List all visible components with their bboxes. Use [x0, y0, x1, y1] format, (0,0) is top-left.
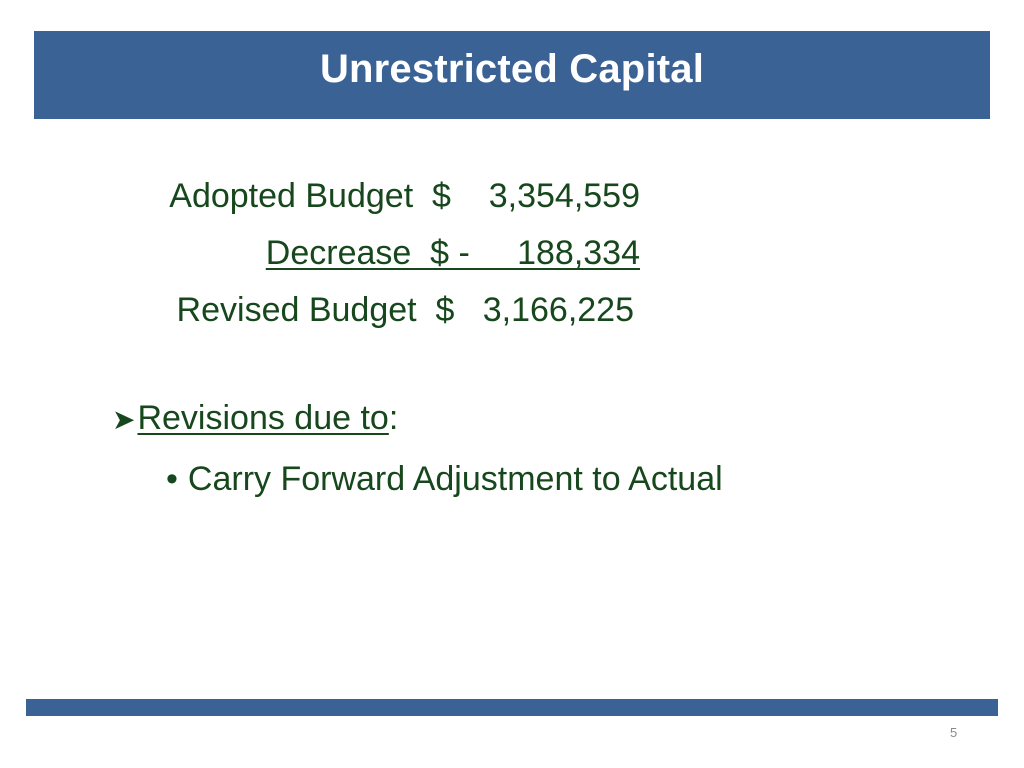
- decrease-line: Decrease $ - 188,334: [0, 233, 640, 273]
- revisions-bullet: ➤ Revisions due to :: [112, 398, 398, 440]
- revision-item: • Carry Forward Adjustment to Actual: [166, 459, 723, 499]
- revised-budget-line: Revised Budget $ 3,166,225: [176, 291, 634, 329]
- revisions-heading: Revisions due to: [137, 399, 389, 437]
- decrease-text: Decrease $ - 188,334: [265, 234, 640, 272]
- adopted-budget-line: Adopted Budget $ 3,354,559: [169, 177, 640, 215]
- page-number: 5: [950, 725, 958, 740]
- revisions-colon: :: [388, 399, 399, 437]
- footer-bar: [26, 699, 998, 716]
- slide-title: Unrestricted Capital: [319, 46, 705, 91]
- title-bar: Unrestricted Capital: [34, 31, 990, 119]
- revision-item-text: Carry Forward Adjustment to Actual: [187, 460, 723, 498]
- arrow-bullet-icon: ➤: [112, 404, 136, 435]
- bullet-dot-icon: •: [166, 460, 178, 498]
